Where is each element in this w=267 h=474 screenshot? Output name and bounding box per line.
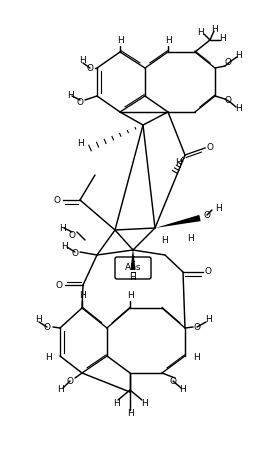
Text: H: H (127, 292, 134, 301)
Text: Abs: Abs (125, 264, 141, 273)
FancyBboxPatch shape (115, 257, 151, 279)
Text: H: H (60, 224, 66, 233)
Text: H: H (35, 316, 41, 325)
Text: O: O (170, 376, 176, 385)
Text: H: H (211, 25, 217, 34)
Text: H: H (67, 91, 73, 100)
Text: O: O (206, 143, 214, 152)
Text: O: O (69, 230, 76, 239)
Text: H: H (45, 354, 51, 363)
Text: H: H (113, 399, 119, 408)
Polygon shape (131, 248, 135, 270)
Text: O: O (87, 64, 93, 73)
Text: O: O (72, 248, 78, 257)
Text: O: O (205, 267, 211, 276)
Text: H: H (80, 55, 87, 64)
Text: H: H (215, 203, 221, 212)
Text: O: O (66, 376, 73, 385)
Text: H: H (235, 51, 241, 60)
Text: H: H (127, 409, 134, 418)
Text: O: O (203, 210, 210, 219)
Text: H: H (129, 273, 136, 283)
Text: O: O (77, 98, 84, 107)
Text: O: O (225, 57, 231, 66)
Text: H: H (162, 236, 168, 245)
Text: H: H (194, 354, 200, 363)
Text: O: O (225, 95, 231, 104)
Text: O: O (56, 281, 62, 290)
Text: H: H (117, 36, 123, 45)
Text: H: H (141, 399, 147, 408)
Text: H: H (62, 241, 68, 250)
Text: H: H (175, 157, 181, 166)
Text: O: O (44, 322, 50, 331)
Text: H: H (198, 27, 204, 36)
Text: H: H (205, 316, 211, 325)
Text: H: H (187, 234, 193, 243)
Polygon shape (155, 215, 201, 228)
Text: H: H (165, 36, 171, 45)
Text: H: H (77, 138, 83, 147)
Text: H: H (235, 103, 241, 112)
Text: H: H (219, 34, 225, 43)
Text: H: H (179, 385, 185, 394)
Text: O: O (194, 322, 201, 331)
Text: H: H (58, 385, 64, 394)
Text: H: H (78, 292, 85, 301)
Text: O: O (53, 195, 61, 204)
